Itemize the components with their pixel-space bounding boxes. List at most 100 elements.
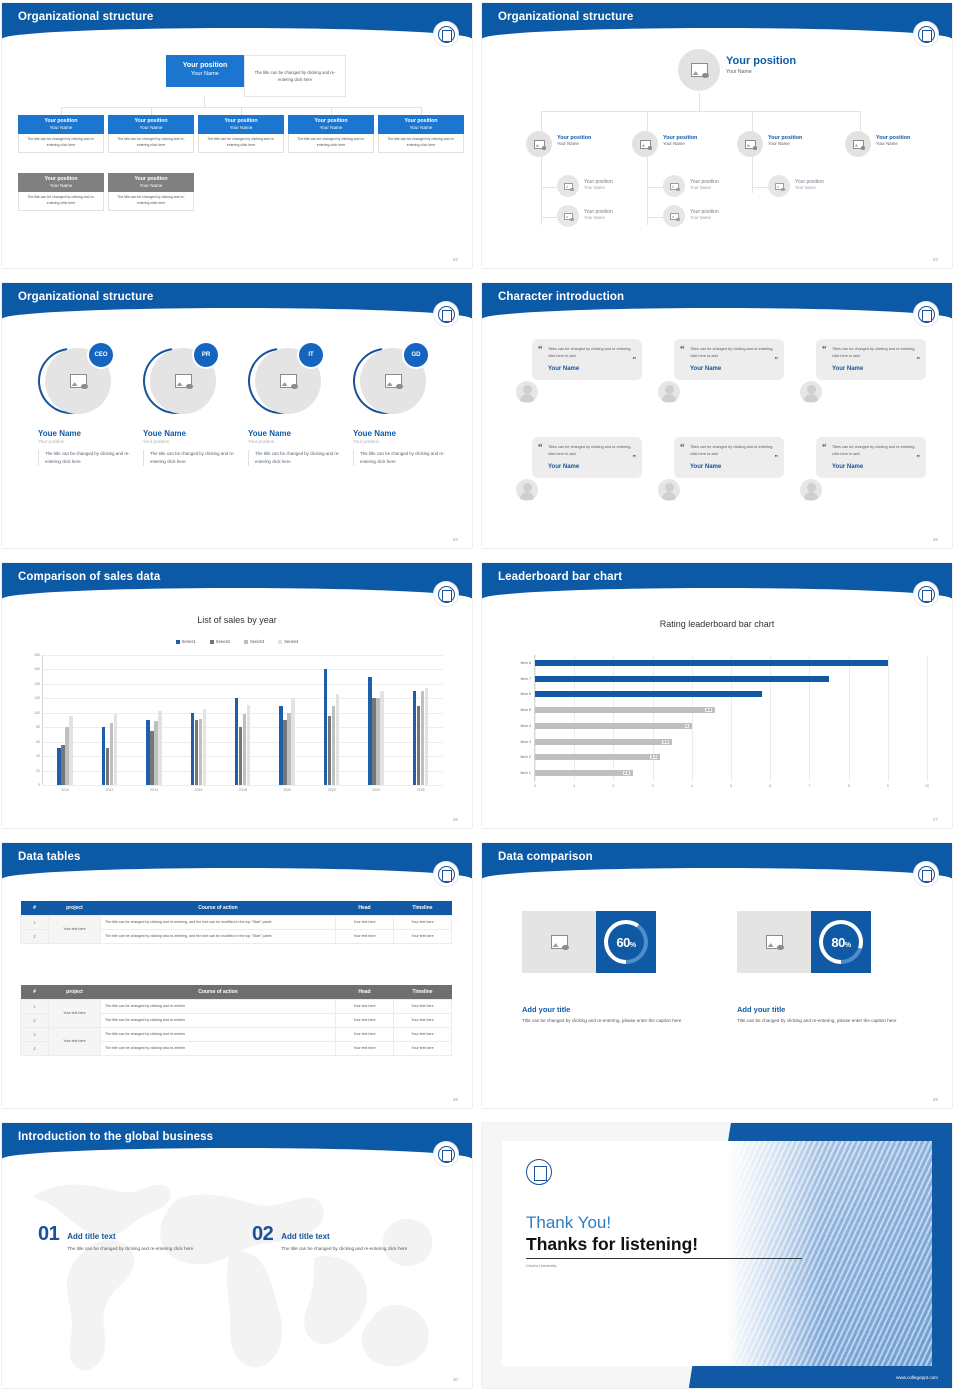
org-root-photo[interactable] (678, 49, 720, 91)
table-row[interactable]: 2 The title can be changed by clicking a… (20, 929, 452, 945)
slide-org-structure-photos[interactable]: Organizational structure Your position Y… (480, 0, 960, 280)
slide-comparison-of-sales-data[interactable]: Comparison of sales data List of sales b… (0, 560, 480, 840)
table-row[interactable]: 1 Your text here The title can be change… (20, 914, 452, 945)
page-title: Leaderboard bar chart (498, 571, 623, 583)
org-photo[interactable] (845, 131, 871, 157)
image-placeholder[interactable] (522, 911, 596, 973)
org-box[interactable]: Your position Your Name The title can be… (108, 115, 194, 154)
legend-label: Series3 (250, 639, 265, 644)
quote-card[interactable]: “ ” Titles can be changed by clicking an… (816, 339, 926, 381)
page-title: Comparison of sales data (18, 571, 161, 583)
bar-label: Item 4 (520, 723, 531, 728)
table-row[interactable]: 4 The title can be changed by clicking a… (20, 1041, 452, 1057)
org-photo[interactable] (632, 131, 658, 157)
page-number: 22 (452, 257, 458, 262)
org-photo[interactable] (557, 175, 579, 197)
x-axis-tick: 2012 (105, 788, 114, 792)
team-member[interactable]: PR Youe Name Your position The title can… (129, 334, 239, 467)
slide-thank-you[interactable]: Thank You! Thanks for listening! Chubu U… (480, 1120, 960, 1400)
page-number: 28 (452, 1097, 458, 1102)
gridline (809, 655, 811, 781)
slide-leaderboard-bar-chart[interactable]: Leaderboard bar chart Rating leaderboard… (480, 560, 960, 840)
org-name: Your Name (584, 185, 605, 190)
feature-item[interactable]: 01 Add title text The title can be chang… (38, 1223, 218, 1254)
quote-name: Your Name (548, 464, 580, 471)
comparison-card[interactable]: 60% (522, 911, 656, 973)
org-root-box[interactable]: Your position Your Name (166, 55, 244, 88)
slide-header (482, 283, 952, 330)
org-label: Your position Your Name (584, 209, 613, 220)
cell-action: The title can be changed by clicking and… (100, 1013, 336, 1029)
member-name: Youe Name (38, 429, 81, 438)
y-axis-tick: 180 (34, 653, 40, 657)
gridline (43, 712, 443, 714)
org-box-secondary[interactable]: Your position Your Name The title can be… (108, 173, 194, 212)
image-placeholder-icon (563, 212, 574, 221)
gridline (535, 655, 536, 781)
org-photo[interactable] (526, 131, 552, 157)
org-box-name: Your Name (49, 124, 73, 130)
connector (331, 107, 332, 115)
member-position: Your position (143, 439, 170, 444)
site-url[interactable]: www.collegeppt.com (896, 1375, 938, 1380)
org-box[interactable]: Your position Your Name The title can be… (198, 115, 284, 154)
org-box[interactable]: Your position Your Name The title can be… (288, 115, 374, 154)
x-axis-tick: 2016 (194, 788, 203, 792)
quote-card[interactable]: “ ” Titles can be changed by clicking an… (674, 437, 784, 479)
org-name: Your Name (876, 141, 898, 146)
world-map-background (33, 1184, 433, 1371)
comparison-title: Add your title (522, 1005, 571, 1014)
org-photo[interactable] (663, 175, 685, 197)
slide-org-structure-team[interactable]: Organizational structure CEO Youe Name Y… (0, 280, 480, 560)
slide-character-introduction[interactable]: Character introduction “ ” Titles can be… (480, 280, 960, 560)
x-axis-tick: 2018 (239, 788, 247, 792)
quote-card[interactable]: “ ” Titles can be changed by clicking an… (532, 437, 642, 479)
chart-plot-area: 0 20 40 60 80 100 120 140 160 180 2010 2012 2014 2016… (34, 653, 443, 792)
image-placeholder[interactable] (737, 911, 811, 973)
image-placeholder-icon (174, 374, 193, 389)
role-badge: IT (299, 343, 323, 367)
chart-bar (323, 669, 328, 785)
col-timeline: Timeline (393, 901, 452, 916)
slide-introduction-global-business[interactable]: Introduction to the global business 01 A… (0, 1120, 480, 1400)
university-seal-icon (434, 582, 458, 606)
connector (647, 217, 663, 218)
org-box[interactable]: Your position Your Name The title can be… (18, 115, 104, 154)
table-row[interactable]: 1 Your text here The title can be change… (20, 998, 452, 1029)
slide-data-tables[interactable]: Data tables # project Course of action H… (0, 840, 480, 1120)
quote-open-icon: “ (538, 442, 543, 452)
quote-card[interactable]: “ ” Titles can be changed by clicking an… (532, 339, 642, 381)
table-row[interactable]: 3 Your text here The title can be change… (20, 1027, 452, 1057)
comparison-card[interactable]: 80% (737, 911, 871, 973)
member-position: Your position (38, 439, 65, 444)
org-photo[interactable] (663, 205, 685, 227)
slide-data-comparison[interactable]: Data comparison 60% Add your title Tilte… (480, 840, 960, 1120)
quote-card[interactable]: “ ” Titles can be changed by clicking an… (674, 339, 784, 381)
page-title: Data tables (18, 851, 81, 863)
cell-index: 2 (20, 929, 49, 945)
team-member[interactable]: CEO Youe Name Your position The title ca… (24, 334, 134, 467)
feature-item[interactable]: 02 Add title text The title can be chang… (252, 1223, 432, 1254)
org-box-position: Your position (134, 118, 168, 124)
quote-card[interactable]: “ ” Titles can be changed by clicking an… (816, 437, 926, 479)
team-member[interactable]: GD Youe Name Your position The title can… (339, 334, 449, 467)
table-row[interactable]: 2 The title can be changed by clicking a… (20, 1013, 452, 1029)
org-box[interactable]: Your position Your Name The title can be… (378, 115, 464, 154)
donut-value: 60% (616, 934, 636, 950)
feature-desc: The title can be changed by clicking and… (281, 1246, 408, 1251)
legend-label: Series1 (181, 639, 196, 644)
chart-legend: Series1 Series2 Series3 Series4 (2, 639, 472, 644)
team-member[interactable]: IT Youe Name Your position The title can… (234, 334, 344, 467)
legend-label: Series2 (215, 639, 230, 644)
chart-bar (376, 698, 380, 785)
university-seal-icon (434, 302, 458, 326)
org-photo[interactable] (768, 175, 790, 197)
org-photo[interactable] (557, 205, 579, 227)
slide-org-structure-boxes[interactable]: Organizational structure Your position Y… (0, 0, 480, 280)
org-photo[interactable] (737, 131, 763, 157)
org-box-name: Your Name (139, 182, 163, 188)
org-box-secondary[interactable]: Your position Your Name The title can be… (18, 173, 104, 212)
bar-value: 2.5 (622, 771, 630, 776)
quote-close-icon: ” (916, 454, 921, 463)
x-axis-tick: 2022 (327, 788, 336, 792)
